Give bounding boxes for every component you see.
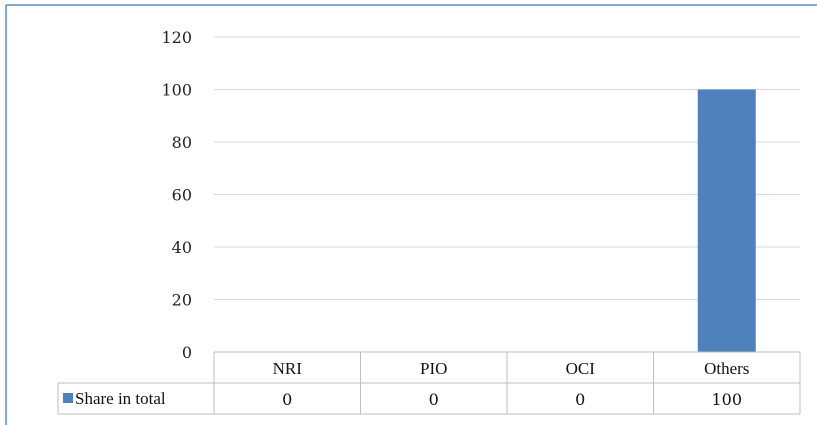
y-tick-label: 20	[172, 291, 192, 310]
bar-others	[697, 89, 756, 352]
gridlines	[214, 36, 800, 300]
category-label: Others	[704, 359, 749, 378]
bars	[697, 89, 756, 352]
category-label: PIO	[420, 359, 447, 378]
y-tick-label: 80	[172, 133, 192, 152]
table-value-cell: 0	[282, 390, 292, 409]
legend-swatch	[63, 393, 73, 403]
y-tick-label: 120	[161, 28, 192, 47]
frame-layer	[5, 4, 817, 425]
y-tick-label: 0	[182, 343, 192, 362]
table-value-cell: 0	[429, 390, 439, 409]
legend-series-name: Share in total	[75, 389, 166, 408]
y-tick-label: 40	[172, 238, 192, 257]
category-label: NRI	[273, 359, 303, 378]
category-label: OCI	[566, 359, 596, 378]
table-value-cell: 0	[575, 390, 585, 409]
table-value-cell: 100	[711, 390, 742, 409]
y-axis-ticks: 0 20 40 60 80 100 120	[161, 28, 192, 362]
data-table: NRI PIO OCI Others Share in total 0 0 0 100	[57, 351, 801, 415]
y-tick-label: 100	[161, 81, 192, 100]
y-tick-label: 60	[172, 186, 192, 205]
